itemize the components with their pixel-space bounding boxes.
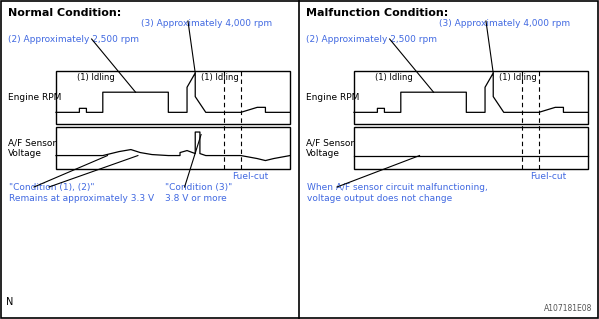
Text: Remains at approximately 3.3 V: Remains at approximately 3.3 V [9,194,154,203]
Text: N: N [6,297,13,307]
Bar [354,127,588,169]
Text: Engine RPM: Engine RPM [306,93,359,102]
Text: Fuel-cut: Fuel-cut [232,172,269,181]
Text: (1) Idling: (1) Idling [499,73,537,82]
Text: Malfunction Condition:: Malfunction Condition: [306,8,448,18]
Text: (3) Approximately 4,000 rpm: (3) Approximately 4,000 rpm [439,19,570,28]
Text: Normal Condition:: Normal Condition: [8,8,121,18]
Text: A107181E08: A107181E08 [544,304,592,313]
Bar [56,127,290,169]
Text: Engine RPM: Engine RPM [8,93,61,102]
Text: A/F Sensor
Voltage: A/F Sensor Voltage [306,138,354,158]
Text: (2) Approximately 2,500 rpm: (2) Approximately 2,500 rpm [306,35,437,44]
Text: (3) Approximately 4,000 rpm: (3) Approximately 4,000 rpm [141,19,273,28]
Text: (1) Idling: (1) Idling [375,73,413,82]
Text: (2) Approximately 2,500 rpm: (2) Approximately 2,500 rpm [8,35,139,44]
Bar [56,71,290,124]
Text: voltage output does not change: voltage output does not change [307,194,452,203]
Text: "Condition (1), (2)": "Condition (1), (2)" [9,183,95,192]
Text: Fuel-cut: Fuel-cut [531,172,567,181]
Text: (1) Idling: (1) Idling [201,73,239,82]
Text: A/F Sensor
Voltage: A/F Sensor Voltage [8,138,56,158]
Text: When A/F sensor circuit malfunctioning,: When A/F sensor circuit malfunctioning, [307,183,488,192]
Bar [354,71,588,124]
Text: (1) Idling: (1) Idling [77,73,115,82]
Text: "Condition (3)": "Condition (3)" [165,183,232,192]
Text: 3.8 V or more: 3.8 V or more [165,194,226,203]
